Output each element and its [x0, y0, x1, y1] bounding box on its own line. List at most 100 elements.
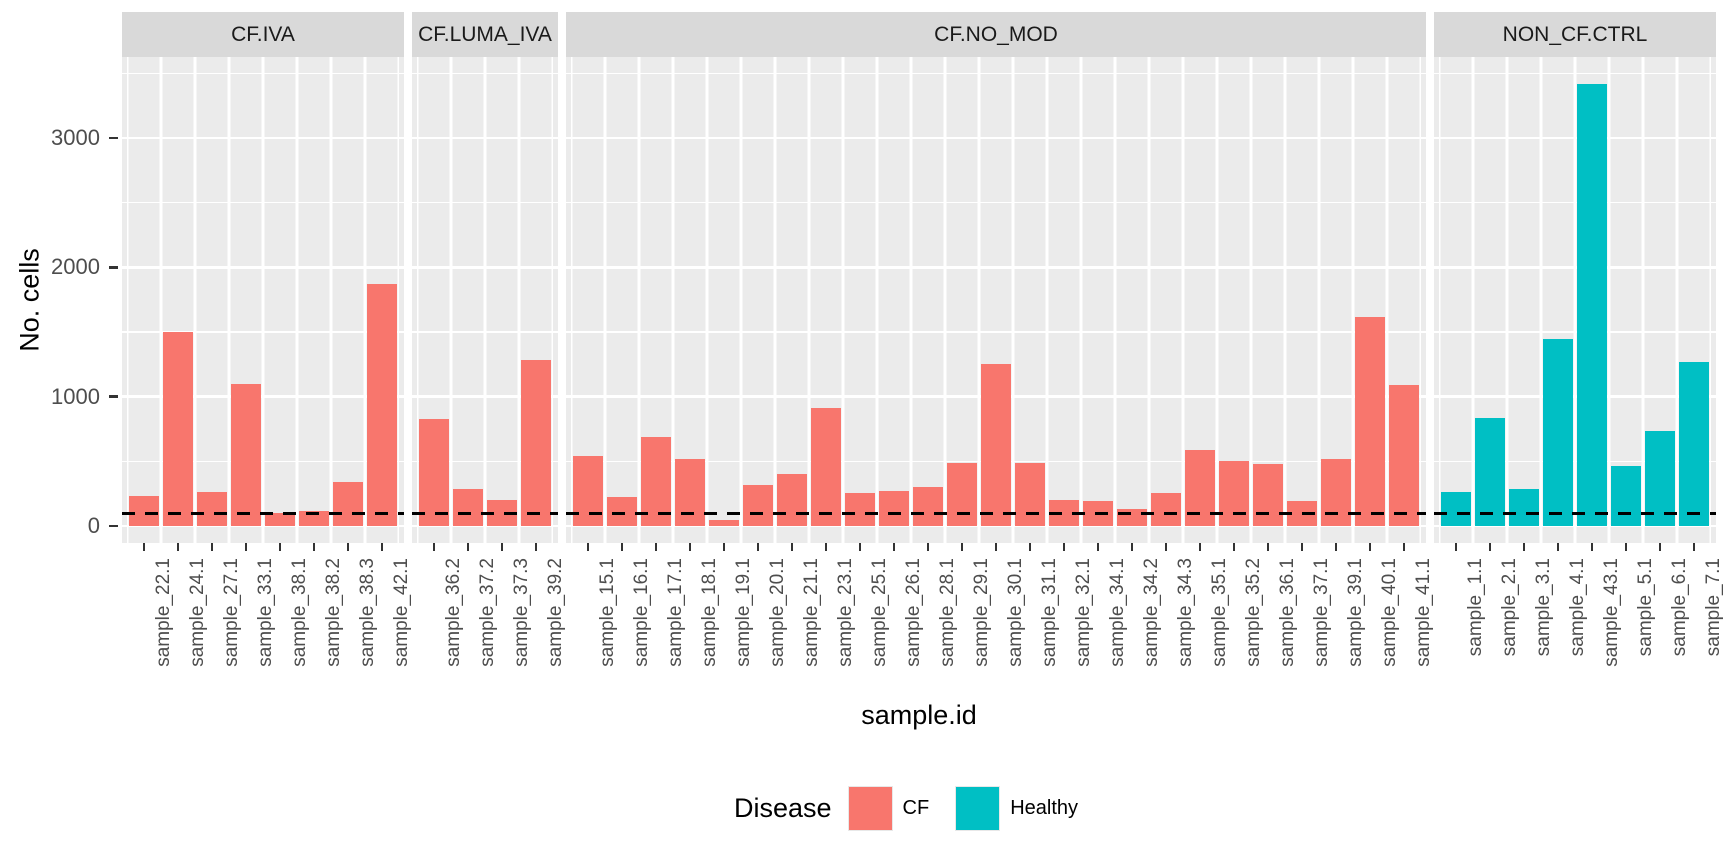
gridline-major [412, 524, 558, 528]
y-tick-label: 3000 [51, 125, 100, 151]
x-ticks [1434, 543, 1716, 553]
bar-slot [1285, 57, 1319, 543]
gridline-minor [122, 460, 404, 462]
x-tick-label-slot: sample_28.1 [911, 553, 958, 703]
facet-strip: CF.IVA [122, 12, 404, 57]
bar [641, 437, 671, 526]
x-tick-mark [451, 543, 485, 553]
bar [1151, 493, 1181, 526]
gridline-major [122, 136, 404, 140]
bar-slot [707, 57, 741, 543]
reference-line [412, 511, 558, 515]
x-tick-mark [127, 543, 161, 553]
bar-slot [297, 57, 331, 543]
bar [709, 519, 739, 526]
facet-strip: NON_CF.CTRL [1434, 12, 1716, 57]
bar [197, 492, 227, 526]
bar [1015, 463, 1045, 526]
bar [675, 458, 705, 526]
y-tick-label: 2000 [51, 254, 100, 280]
x-tick-label-slot: sample_4.1 [1541, 553, 1588, 703]
x-ticks [122, 543, 404, 553]
bar [129, 496, 159, 526]
x-tick-label-slot: sample_5.1 [1609, 553, 1656, 703]
bar-slot [417, 57, 451, 543]
bar [1355, 317, 1385, 526]
x-tick-label-slot: sample_35.1 [1183, 553, 1230, 703]
x-tick-mark [161, 543, 195, 553]
x-tick-mark [417, 543, 451, 553]
facet-panel [566, 57, 1426, 543]
bar [1509, 488, 1539, 526]
x-tick-label-slot: sample_27.1 [195, 553, 242, 703]
reference-line [122, 511, 404, 515]
x-tick-mark [1473, 543, 1507, 553]
gridline-major [566, 136, 1426, 140]
x-tick-mark [877, 543, 911, 553]
facet-panels: CF.IVA sample_22.1 sample_24.1 sample_27.1 s… [122, 12, 1724, 703]
x-tick-mark [707, 543, 741, 553]
y-axis: 0 1000 2000 3000 [0, 57, 122, 543]
x-tick-label-slot: sample_3.1 [1507, 553, 1554, 703]
x-tick-label: sample_42.1 [391, 558, 412, 667]
bar [1543, 339, 1573, 526]
bar-slot [1575, 57, 1609, 543]
x-tick-mark [1285, 543, 1319, 553]
bar-slot [195, 57, 229, 543]
y-tick-mark [109, 136, 118, 140]
x-tick-label-slot: sample_35.2 [1217, 553, 1264, 703]
x-tick-label-slot: sample_26.1 [877, 553, 924, 703]
y-tick-mark [109, 524, 118, 528]
bar [1645, 430, 1675, 526]
bar [811, 408, 841, 526]
x-tick-label-slot: sample_31.1 [1013, 553, 1060, 703]
x-tick-label-slot: sample_17.1 [639, 553, 686, 703]
x-tick-mark [1081, 543, 1115, 553]
x-tick-mark [1319, 543, 1353, 553]
x-tick-label: sample_41.1 [1413, 558, 1434, 667]
bar-slot [1473, 57, 1507, 543]
facet-NON_CF.CTRL: NON_CF.CTRL sample_1.1 sample_2.1 sample_3.… [1434, 12, 1724, 703]
bar-slot [365, 57, 399, 543]
x-tick-mark [673, 543, 707, 553]
x-tick-label-slot: sample_20.1 [741, 553, 788, 703]
bar [1611, 465, 1641, 526]
x-tick-mark [605, 543, 639, 553]
bar-slot [571, 57, 605, 543]
bar [573, 456, 603, 526]
bar-slot [1183, 57, 1217, 543]
x-tick-mark [1507, 543, 1541, 553]
bar-slot [639, 57, 673, 543]
gridline-major [1434, 136, 1716, 140]
x-tick-label: sample_7.1 [1703, 558, 1724, 657]
bar [845, 493, 875, 526]
legend: Disease CF Healthy [122, 786, 1716, 831]
x-tick-mark [1353, 543, 1387, 553]
gridline-major [122, 266, 404, 269]
x-tick-label-slot: sample_34.2 [1115, 553, 1162, 703]
x-tick-label-slot: sample_38.3 [331, 553, 378, 703]
x-tick-mark [741, 543, 775, 553]
x-tick-label-slot: sample_29.1 [945, 553, 992, 703]
bar-slot [945, 57, 979, 543]
x-tick-label-slot: sample_21.1 [775, 553, 822, 703]
reference-line [566, 511, 1426, 515]
bar-slot [911, 57, 945, 543]
bar [1441, 491, 1471, 526]
legend-label-cf: CF [902, 797, 930, 819]
x-tick-label-slot: sample_32.1 [1047, 553, 1094, 703]
gridline-minor [412, 72, 558, 75]
bar [299, 511, 329, 526]
facet-panel [412, 57, 558, 543]
x-tick-mark [229, 543, 263, 553]
gridline-major [1434, 524, 1716, 528]
gridline-major [412, 395, 558, 398]
x-tick-mark [1047, 543, 1081, 553]
x-tick-mark [331, 543, 365, 553]
x-tick-label-slot: sample_34.3 [1149, 553, 1196, 703]
x-tick-label-slot: sample_6.1 [1643, 553, 1690, 703]
x-tick-label-slot: sample_2.1 [1473, 553, 1520, 703]
x-tick-mark [1115, 543, 1149, 553]
bar-slot [127, 57, 161, 543]
x-tick-label-slot: sample_43.1 [1575, 553, 1622, 703]
